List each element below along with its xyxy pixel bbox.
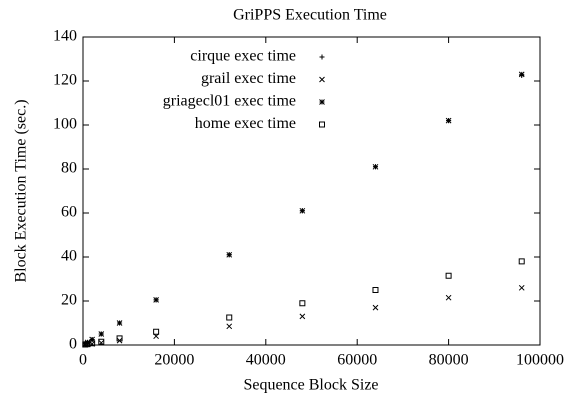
point <box>445 294 452 301</box>
point <box>116 320 123 326</box>
legend-label: griagecl01 exec time <box>163 93 296 110</box>
point <box>98 331 105 337</box>
point <box>89 340 96 347</box>
point <box>89 336 95 343</box>
x-tick-label: 0 <box>79 352 87 369</box>
y-axis-label: Block Execution Time (sec.) <box>13 99 30 282</box>
point <box>518 284 525 291</box>
x-tick-label: 80000 <box>429 352 469 369</box>
point <box>226 323 233 330</box>
y-tick-label: 60 <box>61 204 77 221</box>
point <box>518 258 525 265</box>
x-tick-label: 40000 <box>246 352 286 369</box>
y-tick-label: 80 <box>61 160 77 177</box>
y-tick-label: 140 <box>53 28 77 45</box>
legend-label: home exec time <box>195 115 296 132</box>
legend-marker <box>319 99 325 105</box>
point <box>372 163 379 170</box>
plot-frame <box>82 36 541 346</box>
point <box>372 304 379 311</box>
point <box>299 313 306 320</box>
x-tick-label: 60000 <box>337 352 377 369</box>
y-tick-label: 20 <box>61 292 77 309</box>
point <box>226 251 233 258</box>
point <box>98 338 105 345</box>
point <box>116 335 123 342</box>
point <box>153 328 160 335</box>
x-axis-label: Sequence Block Size <box>243 377 378 394</box>
y-tick-label: 120 <box>53 72 77 89</box>
point <box>299 300 306 307</box>
x-tick-label: 100000 <box>516 352 564 369</box>
point <box>153 297 159 303</box>
point <box>445 117 452 124</box>
point <box>372 287 379 293</box>
x-tick-label: 20000 <box>154 352 194 369</box>
legend-label: cirque exec time <box>190 48 296 65</box>
point <box>445 272 452 279</box>
point <box>299 207 306 214</box>
point <box>226 314 233 321</box>
point <box>84 341 91 348</box>
y-tick-label: 0 <box>69 336 77 353</box>
legend-marker <box>319 121 325 128</box>
legend-marker <box>319 76 325 83</box>
legend-label: grail exec time <box>201 70 296 87</box>
legend-marker <box>319 54 325 60</box>
point <box>518 71 525 78</box>
y-tick-label: 100 <box>53 116 77 133</box>
y-tick-label: 40 <box>61 248 77 265</box>
chart-title: GriPPS Execution Time <box>233 7 387 24</box>
